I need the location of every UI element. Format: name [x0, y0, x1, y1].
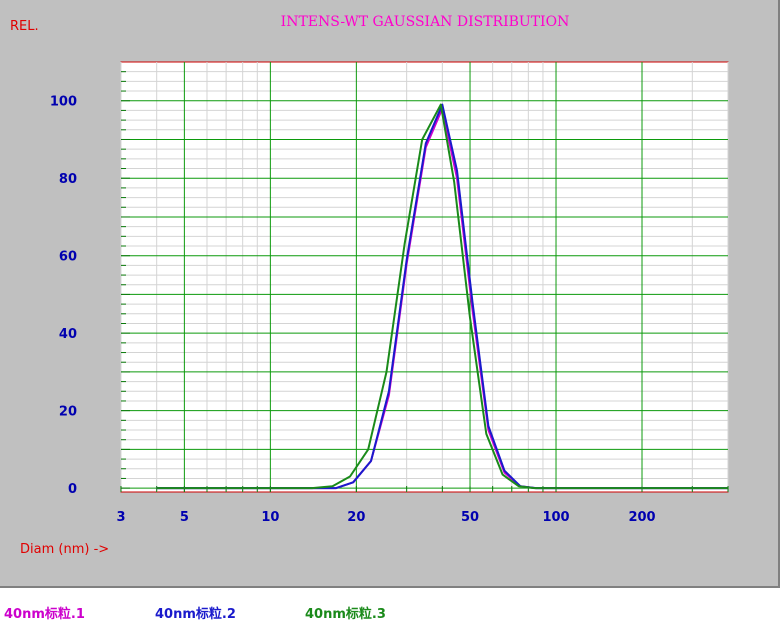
legend-label-1: 40nm标粒.1 [4, 607, 85, 622]
legend-label-3: 40nm标粒.3 [305, 607, 386, 622]
y-tick-label: 0 [68, 482, 77, 497]
x-tick-label: 10 [261, 510, 279, 525]
chart-canvas: 0 20 40 60 80 100 3 5 10 20 50 100 200 INTENS-WT GAU… [10, 14, 729, 557]
y-tick-label: 40 [59, 327, 77, 342]
y-tick-label: 80 [59, 172, 77, 187]
series-layer [156, 103, 728, 490]
y-tick-label: 20 [59, 405, 77, 420]
tick-labels: 0 20 40 60 80 100 3 5 10 20 50 100 200 [50, 95, 656, 525]
x-tick-label: 50 [461, 510, 479, 525]
x-tick-label: 5 [180, 510, 189, 525]
plot-area [120, 61, 729, 493]
x-tick-label: 3 [116, 510, 125, 525]
y-tick-label: 100 [50, 95, 77, 110]
legend-item-1: 40nm标粒.1 [4, 603, 85, 622]
y-axis-label: REL. [10, 19, 39, 34]
minor-gridlines [120, 62, 729, 492]
x-tick-label: 20 [347, 510, 365, 525]
series-line-3 [156, 103, 728, 490]
x-axis-label: Diam (nm) -> [20, 542, 109, 557]
x-tick-label: 200 [628, 510, 655, 525]
chart-title: INTENS-WT GAUSSIAN DISTRIBUTION [281, 14, 570, 30]
legend-label-2: 40nm标粒.2 [155, 607, 236, 622]
y-tick-label: 60 [59, 250, 77, 265]
legend-item-2: 40nm标粒.2 [155, 603, 236, 622]
x-tick-label: 100 [542, 510, 569, 525]
legend-item-3: 40nm标粒.3 [305, 603, 386, 622]
chart-window: 0 20 40 60 80 100 3 5 10 20 50 100 200 INTENS-WT GAU… [0, 0, 780, 588]
